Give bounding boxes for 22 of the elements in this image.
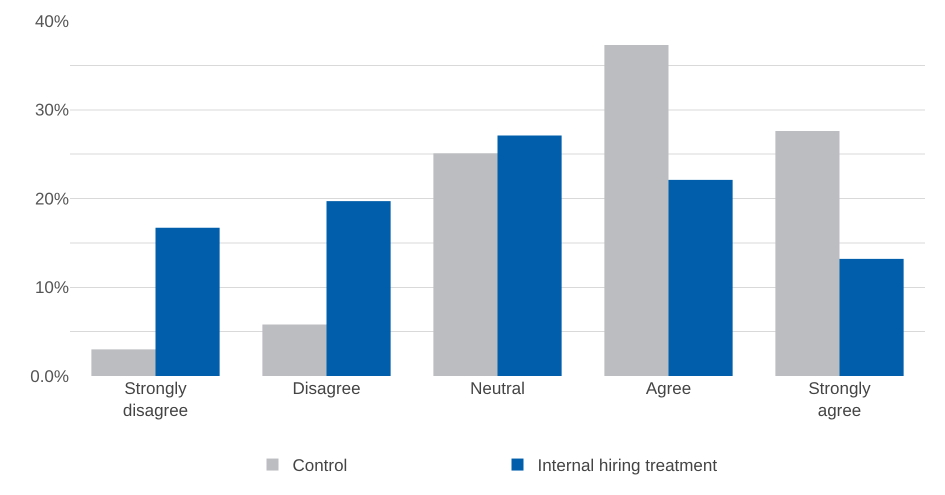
legend-label: Internal hiring treatment — [538, 456, 718, 476]
bar — [840, 258, 904, 376]
x-tick-label: Agree — [646, 379, 692, 398]
y-tick-label: 10% — [34, 278, 69, 298]
bar — [156, 228, 220, 376]
bar — [775, 131, 840, 376]
x-tick-label: Strongly agree — [808, 379, 872, 420]
bar — [433, 153, 498, 376]
x-tick-label: Strongly disagree — [122, 379, 188, 420]
bar — [262, 324, 326, 376]
bar — [91, 349, 156, 376]
bar — [668, 180, 733, 376]
bar — [498, 135, 562, 376]
legend-label: Control — [292, 456, 348, 476]
y-tick-label: 40% — [34, 12, 69, 31]
x-tick-label: Disagree — [292, 379, 361, 398]
y-tick-label: 20% — [34, 189, 69, 208]
y-tick-label: 30% — [34, 100, 69, 120]
y-tick-label: 0.0% — [30, 366, 69, 386]
bar — [604, 44, 668, 376]
bar — [326, 201, 391, 376]
x-tick-label: Neutral — [470, 379, 525, 398]
